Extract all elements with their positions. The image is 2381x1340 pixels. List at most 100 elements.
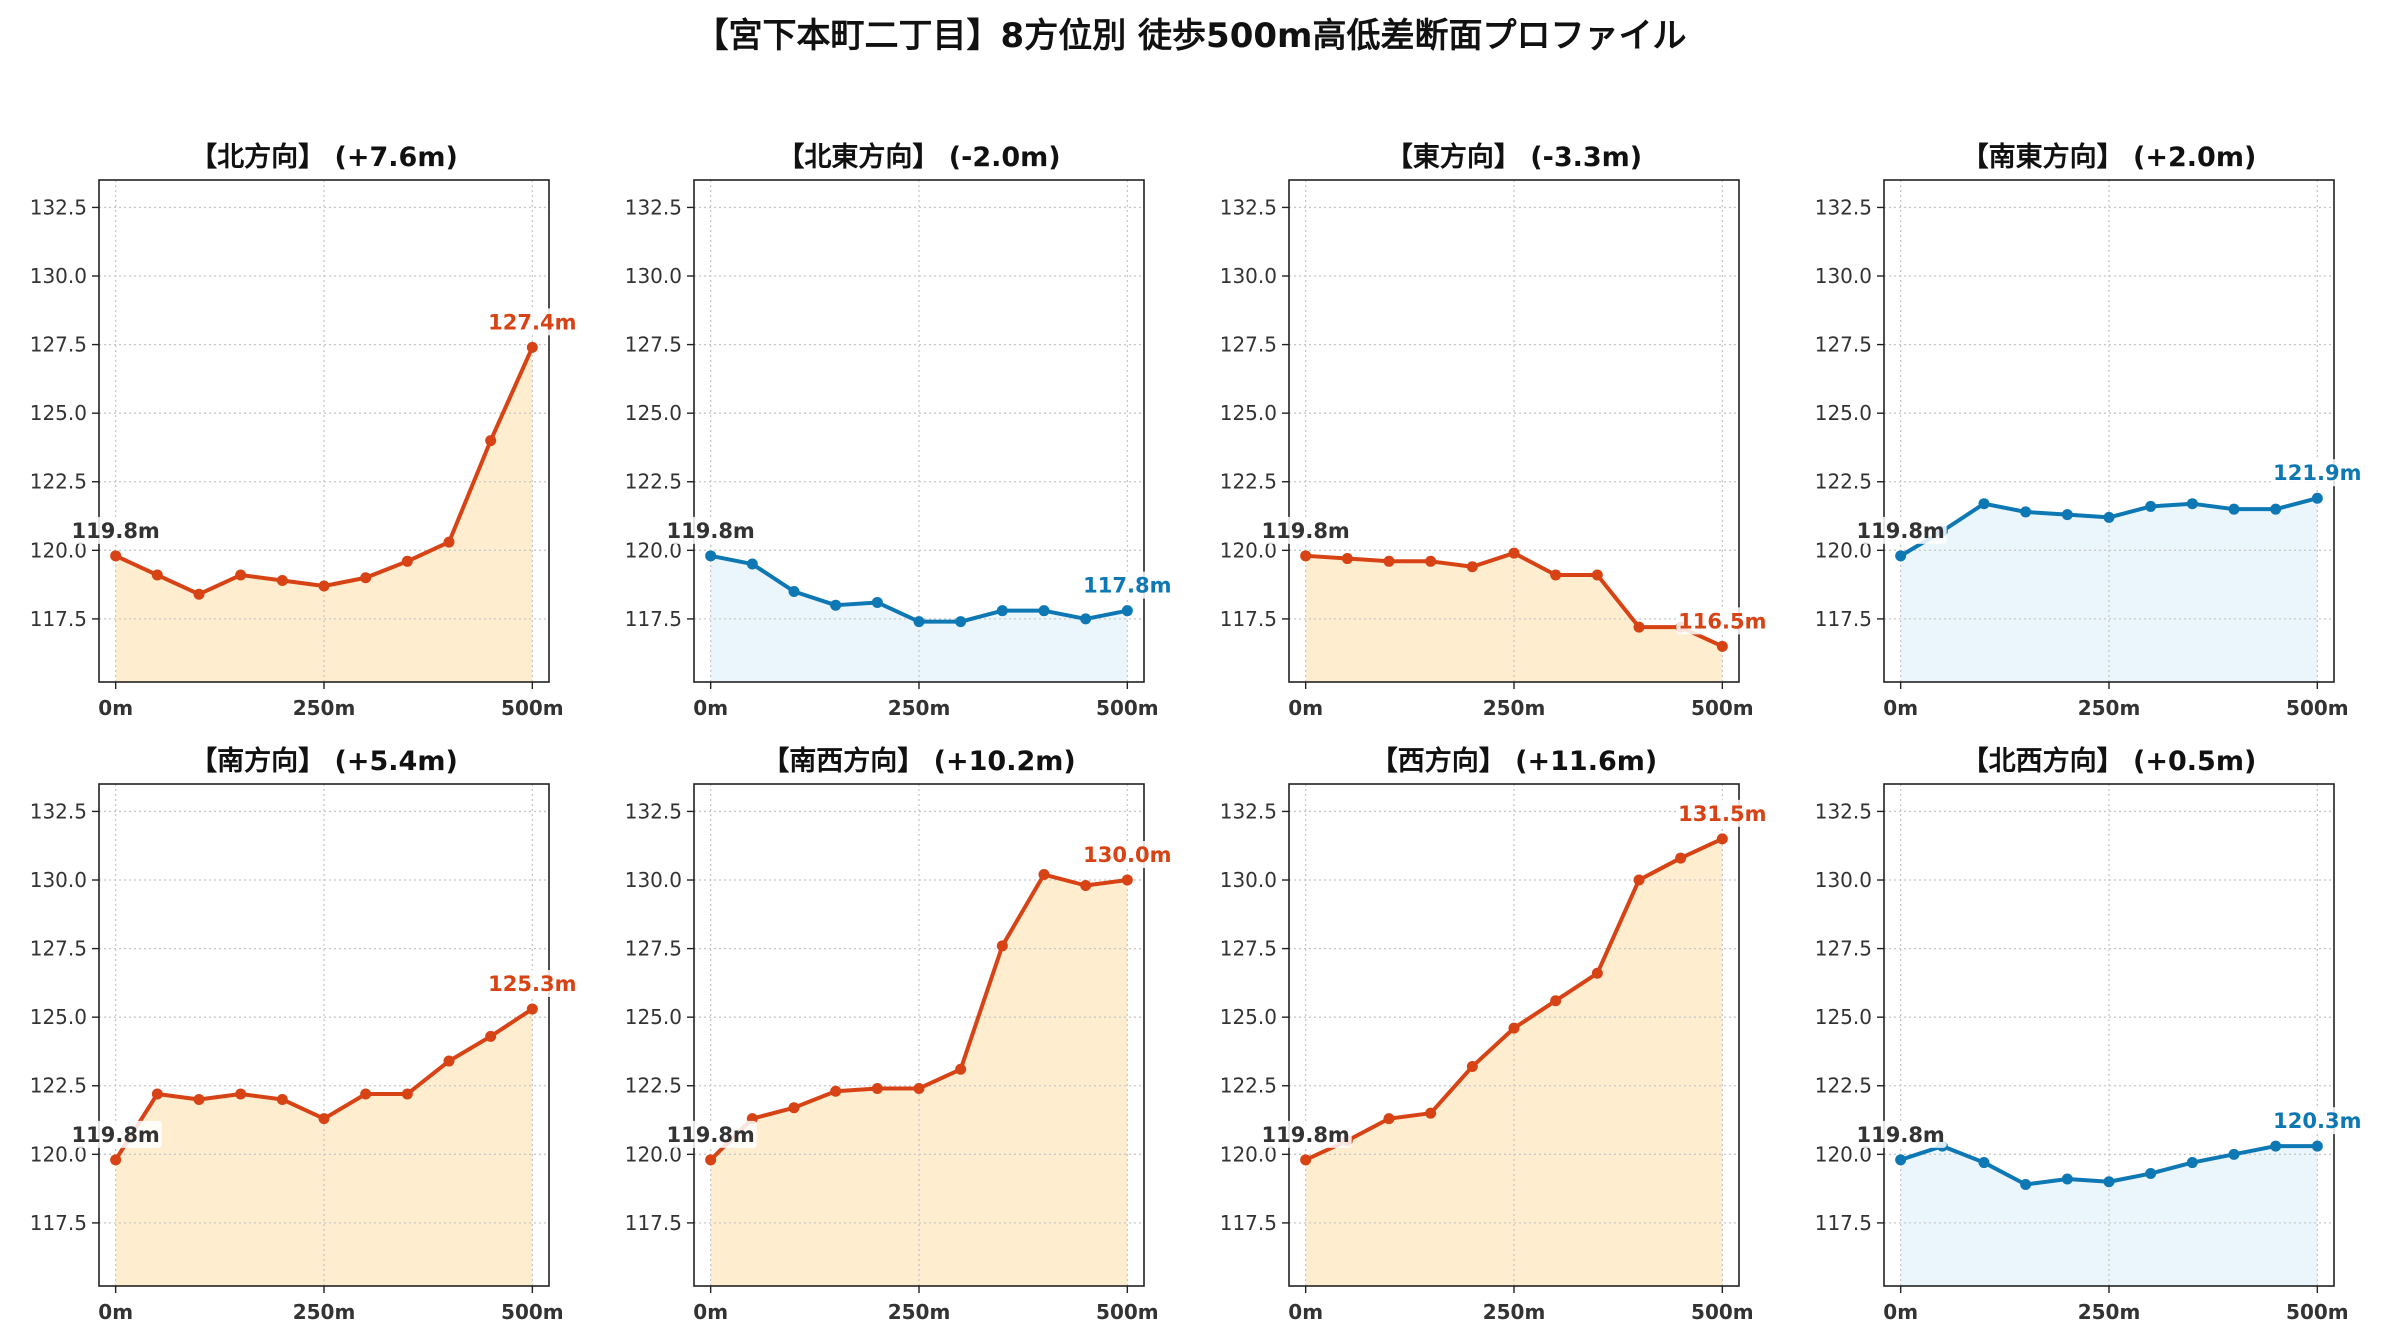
end-label-bg — [1676, 799, 1769, 827]
data-point — [871, 1082, 883, 1094]
start-label-bg — [69, 516, 162, 544]
y-tick-label: 130.0 — [30, 264, 87, 288]
x-tick-label: 500m — [1691, 696, 1754, 720]
y-tick-label: 132.5 — [30, 799, 87, 823]
data-point — [1466, 1061, 1478, 1073]
start-label-text: 119.8m — [667, 1123, 755, 1147]
data-point — [2061, 509, 2073, 521]
data-point — [1550, 995, 1562, 1007]
data-point — [2061, 1173, 2073, 1185]
start-label-text: 119.8m — [1262, 1123, 1350, 1147]
panel-title: 【南方向】 (+5.4m) — [190, 745, 458, 777]
data-point — [2311, 1140, 2323, 1152]
y-tick-label: 130.0 — [1815, 264, 1872, 288]
area-fill — [115, 347, 533, 682]
x-tick-label: 0m — [693, 1300, 728, 1324]
data-point — [1508, 547, 1520, 559]
y-tick-label: 122.5 — [1220, 470, 1277, 494]
y-tick-label: 122.5 — [1815, 1074, 1872, 1098]
y-tick-label: 132.5 — [1815, 195, 1872, 219]
data-point — [955, 616, 967, 628]
x-tick-label: 500m — [2286, 1300, 2349, 1324]
data-point — [705, 550, 717, 562]
panel-title: 【南西方向】 (+10.2m) — [762, 745, 1075, 777]
data-point — [1978, 1157, 1990, 1169]
y-tick-label: 117.5 — [1815, 1211, 1872, 1235]
y-tick-label: 127.5 — [625, 937, 682, 961]
x-tick-label: 250m — [888, 1300, 951, 1324]
panel-title: 【南東方向】 (+2.0m) — [1962, 141, 2257, 173]
start-value-label: 119.8m — [1854, 516, 1947, 544]
data-point — [1591, 569, 1603, 581]
end-label-bg — [1081, 841, 1174, 869]
data-point — [746, 558, 758, 570]
panel-title: 【西方向】 (+11.6m) — [1371, 745, 1657, 777]
data-point — [110, 550, 122, 562]
y-tick-label: 125.0 — [1220, 401, 1277, 425]
start-label-bg — [1854, 516, 1947, 544]
data-point — [2145, 1168, 2157, 1180]
y-tick-label: 132.5 — [1815, 799, 1872, 823]
chart-panel-east: 【東方向】 (-3.3m) 117.5 120.0 122.5 125.0 127.5 13… — [1190, 130, 1785, 730]
data-point — [2103, 1176, 2115, 1188]
y-tick-label: 127.5 — [1220, 333, 1277, 357]
data-point — [1633, 621, 1645, 633]
start-value-label: 119.8m — [69, 516, 162, 544]
chart-panel-west: 【西方向】 (+11.6m) 117.5 120.0 122.5 125.0 127.5 1… — [1190, 734, 1785, 1334]
end-label-bg — [1676, 607, 1769, 635]
end-label-bg — [2271, 1107, 2364, 1135]
data-point — [360, 1088, 372, 1100]
end-value-label: 130.0m — [1081, 841, 1174, 869]
data-point — [1895, 550, 1907, 562]
data-point — [1675, 852, 1687, 864]
end-label-bg — [486, 308, 579, 336]
area-fill — [710, 555, 1128, 682]
x-tick-label: 250m — [293, 696, 356, 720]
y-tick-label: 122.5 — [625, 1074, 682, 1098]
data-point — [1300, 1154, 1312, 1166]
data-point — [788, 585, 800, 597]
y-tick-label: 127.5 — [1815, 937, 1872, 961]
y-tick-label: 127.5 — [1815, 333, 1872, 357]
y-tick-label: 117.5 — [30, 607, 87, 631]
y-tick-label: 130.0 — [30, 868, 87, 892]
y-tick-label: 132.5 — [1220, 195, 1277, 219]
data-point — [1466, 561, 1478, 573]
y-tick-label: 132.5 — [1220, 799, 1277, 823]
data-point — [996, 940, 1008, 952]
data-point — [871, 596, 883, 608]
y-tick-label: 127.5 — [1220, 937, 1277, 961]
x-tick-label: 0m — [1288, 696, 1323, 720]
x-tick-label: 0m — [1883, 1300, 1918, 1324]
end-value-label: 116.5m — [1676, 607, 1769, 635]
chart-panel-northwest: 【北西方向】 (+0.5m) 117.5 120.0 122.5 125.0 127.5 1… — [1785, 734, 2380, 1334]
panel-title: 【北西方向】 (+0.5m) — [1962, 745, 2257, 777]
start-label-text: 119.8m — [1857, 1123, 1945, 1147]
end-label-text: 116.5m — [1678, 609, 1766, 633]
data-point — [1425, 555, 1437, 567]
data-point — [1038, 605, 1050, 617]
x-tick-label: 250m — [293, 1300, 356, 1324]
data-point — [2020, 1179, 2032, 1191]
y-tick-label: 130.0 — [625, 868, 682, 892]
y-tick-label: 127.5 — [625, 333, 682, 357]
x-tick-label: 500m — [1096, 696, 1159, 720]
data-point — [1716, 640, 1728, 652]
start-label-text: 119.8m — [1857, 519, 1945, 543]
data-point — [1591, 967, 1603, 979]
y-tick-label: 122.5 — [1815, 470, 1872, 494]
x-tick-label: 0m — [693, 696, 728, 720]
y-tick-label: 125.0 — [1815, 1005, 1872, 1029]
start-label-text: 119.8m — [1262, 519, 1350, 543]
data-point — [151, 569, 163, 581]
y-tick-label: 122.5 — [625, 470, 682, 494]
start-value-label: 119.8m — [1259, 516, 1352, 544]
x-tick-label: 500m — [2286, 696, 2349, 720]
x-tick-label: 500m — [1096, 1300, 1159, 1324]
data-point — [830, 599, 842, 611]
data-point — [2228, 503, 2240, 515]
y-tick-label: 125.0 — [30, 401, 87, 425]
data-point — [913, 1082, 925, 1094]
x-tick-label: 0m — [98, 696, 133, 720]
data-point — [1633, 874, 1645, 886]
